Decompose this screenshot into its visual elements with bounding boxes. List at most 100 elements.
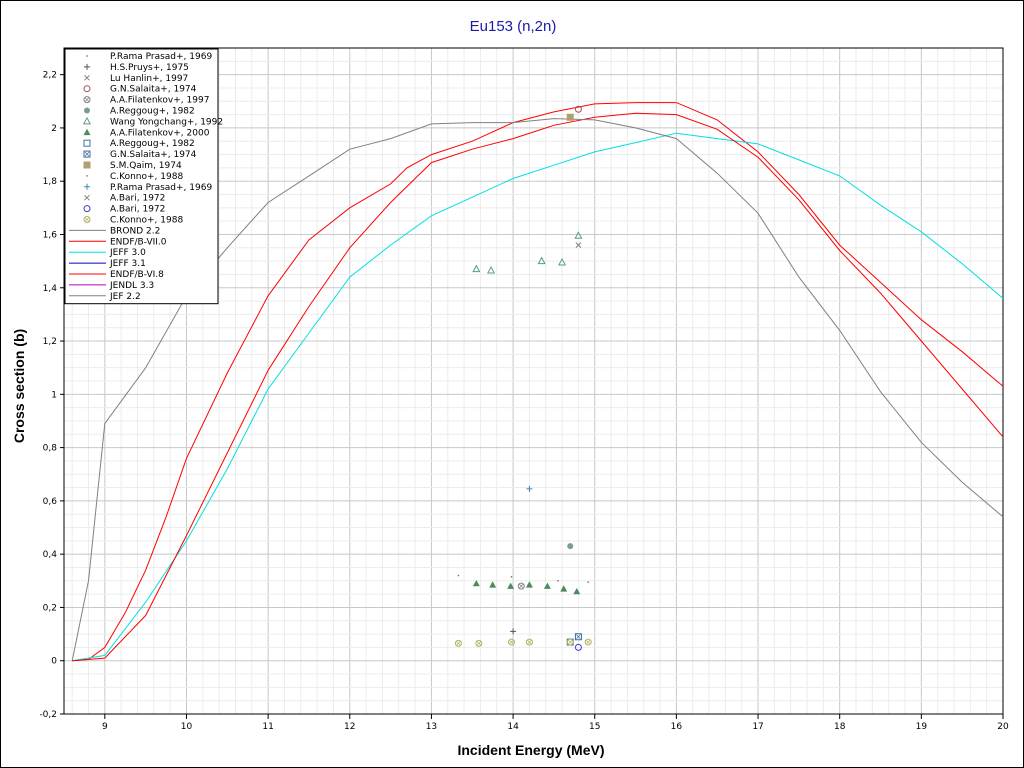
- x-tick-label: 16: [671, 722, 683, 732]
- data-point: [507, 582, 515, 589]
- data-point: [584, 638, 592, 646]
- legend-label: S.M.Qaim, 1974: [110, 161, 182, 171]
- marker-dot: [557, 579, 559, 582]
- data-point: [472, 264, 481, 273]
- marker-cross: [567, 639, 573, 645]
- marker-triangle: [472, 264, 481, 273]
- marker-circle: [574, 105, 582, 113]
- marker-triangle: [573, 587, 581, 595]
- legend-marker: [83, 139, 91, 147]
- marker-circle: [83, 96, 91, 104]
- marker-square: [83, 150, 91, 158]
- y-tick-label: 0,8: [43, 444, 58, 454]
- data-point: [525, 581, 533, 588]
- legend-marker: [82, 116, 92, 125]
- legend-item: JEFF 3.1: [69, 259, 146, 269]
- legend-marker: [86, 55, 88, 57]
- marker-triangle: [574, 231, 583, 239]
- y-tick-label: 1,6: [43, 230, 58, 240]
- legend-marker: [84, 74, 90, 81]
- legend-marker: [84, 194, 90, 201]
- data-point: [507, 638, 515, 646]
- marker-cross: [527, 639, 532, 645]
- marker-circle: [83, 205, 91, 213]
- data-point: [574, 231, 583, 239]
- marker-circle: [475, 639, 483, 647]
- marker-x: [575, 242, 582, 248]
- legend-item: C.Konno+, 1988: [86, 172, 183, 182]
- data-point: [557, 579, 559, 582]
- legend-marker: [83, 128, 91, 136]
- legend-label: A.A.Filatenkov+, 2000: [110, 128, 210, 138]
- legend-marker: [83, 216, 91, 223]
- x-tick-label: 18: [834, 722, 846, 732]
- marker-triangle: [472, 579, 480, 587]
- marker-triangle: [83, 128, 91, 136]
- marker-circle: [567, 543, 574, 550]
- data-point: [566, 638, 574, 646]
- data-point: [526, 485, 533, 492]
- marker-dot: [86, 55, 88, 57]
- y-axis-label: Cross section (b): [11, 329, 27, 443]
- data-point: [517, 582, 525, 590]
- legend-marker: [84, 107, 90, 114]
- legend-label: JENDL 3.3: [109, 281, 154, 291]
- data-point: [575, 242, 582, 248]
- legend-item: Wang Yongchang+, 1992: [82, 116, 223, 127]
- legend-label: JEFF 3.1: [109, 259, 146, 269]
- legend-label: C.Konno+, 1988: [110, 172, 183, 182]
- legend-label: Wang Yongchang+, 1992: [110, 117, 223, 127]
- x-axis: 9 10 11 12 13 14 15 16 17 18 19 20: [102, 714, 1009, 732]
- data-point: [537, 256, 546, 265]
- marker-cross: [84, 97, 90, 102]
- data-point: [489, 581, 497, 588]
- y-tick-label: 2,2: [43, 71, 57, 81]
- marker-triangle: [537, 256, 546, 265]
- y-axis: -0,2 0 0,2 0,4 0,6 0,8 1 1,2 1,4 1,6 1,8 2 2,2: [39, 71, 64, 720]
- marker-square: [83, 139, 91, 147]
- marker-cross: [456, 641, 461, 646]
- legend-label: A.Reggoug+, 1982: [110, 107, 195, 117]
- legend-item: Lu Hanlin+, 1997: [84, 74, 188, 84]
- legend-item: P.Rama Prasad+, 1969: [84, 183, 212, 193]
- marker-circle: [84, 107, 90, 114]
- series-line-jeff-3-0: [72, 132, 1004, 662]
- legend-marker: [83, 205, 91, 213]
- data-point: [457, 574, 460, 577]
- legend-label: P.Rama Prasad+, 1969: [110, 52, 212, 62]
- marker-circle: [454, 639, 462, 647]
- data-point: [574, 633, 582, 641]
- marker-triangle: [560, 585, 568, 592]
- legend-item: A.Reggoug+, 1982: [83, 139, 195, 149]
- y-tick-label: -0,2: [39, 710, 57, 720]
- data-point: [525, 638, 533, 646]
- legend-label: BROND 2.2: [110, 226, 160, 236]
- x-tick-label: 14: [507, 722, 519, 732]
- data-point: [573, 587, 581, 595]
- marker-cross: [576, 634, 581, 639]
- legend-label: ENDF/B-VII.0: [110, 237, 167, 247]
- legend-label: H.S.Pruys+, 1975: [110, 63, 189, 73]
- marker-triangle: [487, 265, 496, 274]
- y-tick-label: 1,2: [43, 337, 57, 347]
- x-axis-label: Incident Energy (MeV): [457, 742, 604, 758]
- legend-item: A.Bari, 1972: [84, 194, 165, 204]
- marker-cross: [84, 151, 90, 157]
- x-tick-label: 10: [181, 722, 193, 732]
- data-point: [567, 543, 574, 550]
- x-tick-label: 17: [752, 722, 763, 732]
- legend-item: JEFF 3.0: [69, 248, 146, 258]
- marker-triangle: [543, 582, 551, 589]
- data-point: [574, 643, 582, 651]
- marker-plus: [510, 628, 517, 635]
- legend-marker: [83, 85, 91, 93]
- data-point: [475, 639, 483, 647]
- marker-circle: [517, 582, 525, 590]
- legend-marker: [83, 150, 91, 158]
- data-point: [510, 628, 517, 635]
- legend-item: JEF 2.2: [69, 292, 141, 302]
- legend-item: ENDF/B-VII.0: [69, 237, 167, 247]
- legend-label: ENDF/B-VI.8: [110, 270, 164, 280]
- marker-plus: [84, 183, 90, 190]
- series-line-endf-b-vi-8: [72, 112, 1004, 662]
